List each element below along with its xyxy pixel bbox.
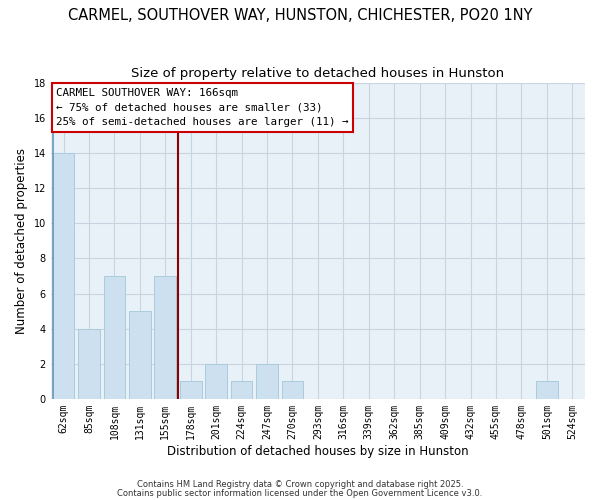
Bar — [205, 364, 227, 399]
X-axis label: Distribution of detached houses by size in Hunston: Distribution of detached houses by size … — [167, 444, 469, 458]
Text: Contains public sector information licensed under the Open Government Licence v3: Contains public sector information licen… — [118, 488, 482, 498]
Title: Size of property relative to detached houses in Hunston: Size of property relative to detached ho… — [131, 68, 505, 80]
Bar — [78, 328, 100, 399]
Bar — [256, 364, 278, 399]
Text: CARMEL, SOUTHOVER WAY, HUNSTON, CHICHESTER, PO20 1NY: CARMEL, SOUTHOVER WAY, HUNSTON, CHICHEST… — [68, 8, 532, 22]
Y-axis label: Number of detached properties: Number of detached properties — [15, 148, 28, 334]
Bar — [104, 276, 125, 399]
Bar — [231, 382, 253, 399]
Bar — [154, 276, 176, 399]
Bar — [180, 382, 202, 399]
Bar — [53, 153, 74, 399]
Bar — [281, 382, 303, 399]
Bar — [536, 382, 557, 399]
Text: CARMEL SOUTHOVER WAY: 166sqm
← 75% of detached houses are smaller (33)
25% of se: CARMEL SOUTHOVER WAY: 166sqm ← 75% of de… — [56, 88, 349, 128]
Bar — [129, 311, 151, 399]
Text: Contains HM Land Registry data © Crown copyright and database right 2025.: Contains HM Land Registry data © Crown c… — [137, 480, 463, 489]
